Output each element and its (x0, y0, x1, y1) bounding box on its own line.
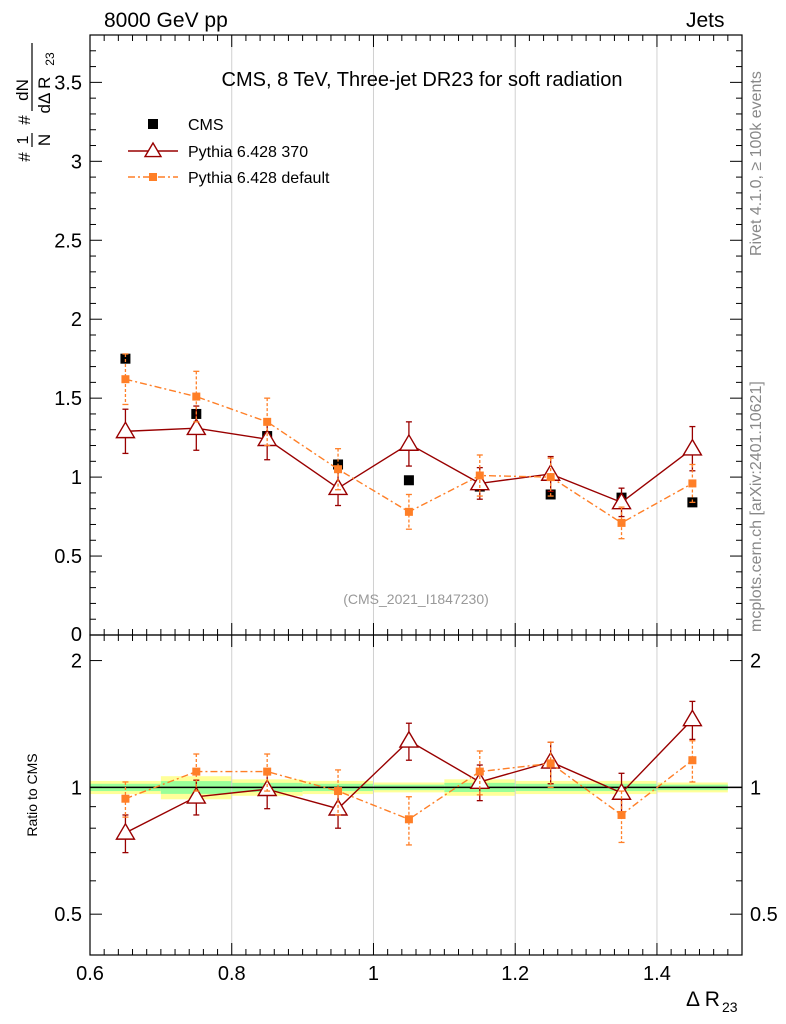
ratio-y-tick-label: 0.5 (54, 904, 82, 926)
svg-text:dΔ R: dΔ R (35, 77, 54, 114)
data-point-0 (403, 475, 414, 486)
mcplots-label: mcplots.cern.ch [arXiv:2401.10621] (748, 381, 765, 632)
ratio-point-2 (546, 759, 555, 768)
x-tick-label: 0.8 (218, 963, 246, 985)
ratio-point-2 (192, 767, 201, 776)
rivet-version-label: Rivet 4.1.0, ≥ 100k events (748, 71, 765, 256)
legend-marker-2 (149, 173, 157, 181)
data-point-1 (682, 438, 703, 456)
y-tick-label: 1.5 (54, 388, 82, 410)
watermark: (CMS_2021_I1847230) (343, 591, 489, 607)
ratio-point-2 (475, 767, 484, 776)
data-point-2 (404, 507, 413, 516)
legend-marker-1 (143, 141, 163, 158)
header-left: 8000 GeV pp (104, 9, 228, 32)
y-tick-label: 3 (71, 151, 82, 173)
y-tick-label: 1 (71, 467, 82, 489)
y-tick-label: 3.5 (54, 72, 82, 94)
svg-text:23: 23 (722, 999, 738, 1015)
ratio-point-2 (688, 756, 697, 765)
x-tick-label: 1 (368, 963, 379, 985)
legend-label-1: Pythia 6.428 370 (188, 144, 308, 161)
ratio-point-1 (115, 822, 136, 840)
data-point-1 (611, 491, 632, 510)
ratio-point-2 (617, 810, 626, 819)
svg-text:dN: dN (13, 79, 32, 101)
x-tick-label: 0.6 (76, 963, 104, 985)
ratio-y-tick-label-right: 2 (750, 651, 761, 673)
data-point-2 (688, 479, 697, 488)
x-tick-label: 1.4 (643, 963, 671, 985)
legend-label-2: Pythia 6.428 default (188, 170, 330, 187)
data-point-2 (121, 375, 130, 384)
ratio-point-1 (682, 709, 703, 727)
legend-marker-0 (148, 119, 158, 129)
svg-text:#: # (15, 152, 34, 162)
ratio-y-tick-label-right: 0.5 (750, 904, 778, 926)
data-point-1 (186, 417, 207, 436)
chart-title: CMS, 8 TeV, Three-jet DR23 for soft radi… (222, 69, 623, 91)
data-point-2 (334, 465, 343, 474)
y-tick-label: 2.5 (54, 230, 82, 252)
ratio-y-tick-label-right: 1 (750, 777, 761, 799)
svg-text:Δ R: Δ R (686, 988, 720, 1011)
data-point-2 (263, 417, 272, 426)
y-tick-label-zero: 0 (71, 624, 82, 646)
svg-text:N: N (35, 134, 54, 146)
ratio-point-2 (263, 767, 272, 776)
ratio-point-2 (334, 787, 343, 796)
header-right: Jets (686, 9, 725, 32)
data-point-0 (120, 353, 131, 364)
data-point-2 (546, 473, 555, 482)
data-point-1 (398, 433, 420, 451)
ratio-y-tick-label: 1 (71, 777, 82, 799)
y-tick-label: 0.5 (54, 546, 82, 568)
y-tick-label: 2 (71, 309, 82, 331)
x-tick-label: 1.2 (501, 963, 529, 985)
ratio-point-2 (404, 815, 413, 824)
ratio-y-tick-label: 2 (71, 651, 82, 673)
svg-text:23: 23 (43, 52, 57, 66)
legend-label-0: CMS (188, 117, 224, 134)
ratio-point-1 (186, 786, 207, 804)
ratio-point-2 (121, 794, 130, 803)
y-axis-label: # 1 N # dN dΔ R 23 (13, 43, 57, 162)
x-axis-label: Δ R 23 (686, 988, 738, 1015)
data-point-2 (475, 471, 484, 480)
data-point-2 (192, 392, 201, 401)
svg-text:1: 1 (15, 135, 32, 144)
data-point-1 (327, 477, 349, 496)
data-point-1 (115, 420, 136, 439)
ratio-y-axis-label: Ratio to CMS (24, 753, 40, 836)
data-point-2 (617, 518, 626, 527)
ratio-point-1 (256, 778, 278, 797)
ratio-point-1 (398, 730, 420, 748)
svg-text:#: # (15, 115, 34, 125)
